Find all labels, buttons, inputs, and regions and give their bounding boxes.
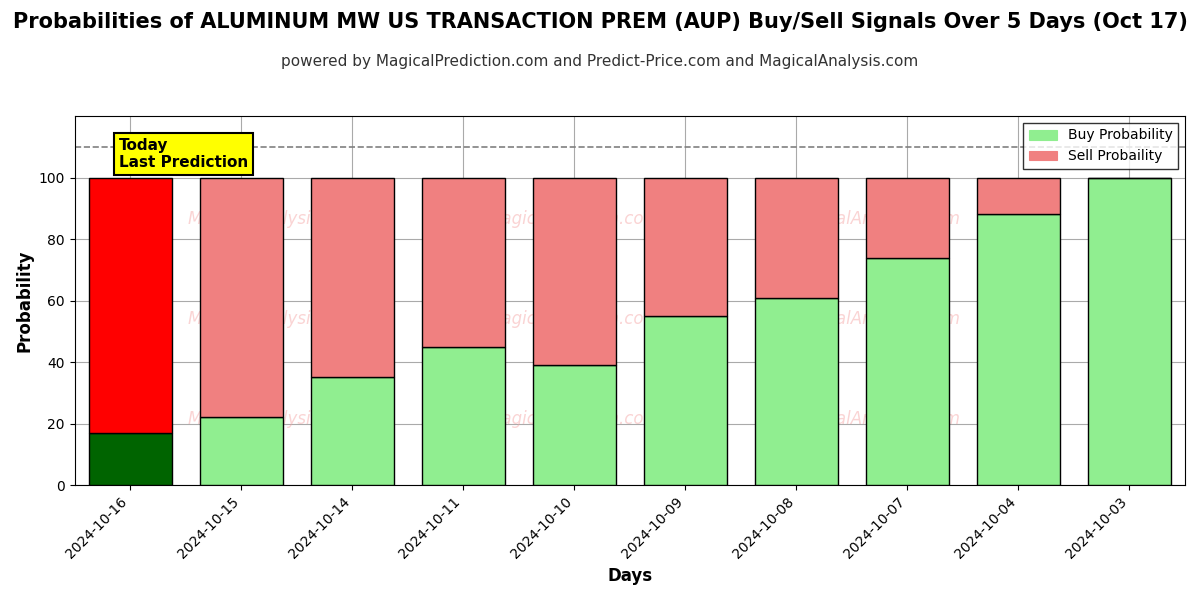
Text: MagicalAnalysis.com: MagicalAnalysis.com	[787, 310, 961, 328]
Text: MagicalAnalysis.com: MagicalAnalysis.com	[188, 410, 361, 428]
Text: MagicalAnalysis.com: MagicalAnalysis.com	[188, 211, 361, 229]
Bar	[311, 377, 394, 485]
Text: MagicPrediction.com: MagicPrediction.com	[488, 211, 661, 229]
Bar	[421, 178, 505, 347]
Bar	[89, 178, 172, 433]
Bar	[1088, 178, 1171, 485]
Bar	[311, 178, 394, 377]
Bar	[977, 178, 1060, 214]
Bar	[89, 433, 172, 485]
Bar	[421, 347, 505, 485]
Text: MagicalAnalysis.com: MagicalAnalysis.com	[787, 410, 961, 428]
X-axis label: Days: Days	[607, 567, 653, 585]
Bar	[199, 178, 283, 418]
Text: MagicPrediction.com: MagicPrediction.com	[488, 310, 661, 328]
Bar	[643, 316, 727, 485]
Bar	[865, 178, 949, 257]
Text: Today
Last Prediction: Today Last Prediction	[119, 137, 248, 170]
Bar	[755, 298, 838, 485]
Text: MagicalAnalysis.com: MagicalAnalysis.com	[787, 211, 961, 229]
Text: MagicalAnalysis.com: MagicalAnalysis.com	[188, 310, 361, 328]
Bar	[533, 365, 616, 485]
Bar	[977, 214, 1060, 485]
Bar	[755, 178, 838, 298]
Text: MagicPrediction.com: MagicPrediction.com	[488, 410, 661, 428]
Bar	[533, 178, 616, 365]
Bar	[865, 257, 949, 485]
Text: powered by MagicalPrediction.com and Predict-Price.com and MagicalAnalysis.com: powered by MagicalPrediction.com and Pre…	[281, 54, 919, 69]
Legend: Buy Probability, Sell Probaility: Buy Probability, Sell Probaility	[1024, 123, 1178, 169]
Text: Probabilities of ALUMINUM MW US TRANSACTION PREM (AUP) Buy/Sell Signals Over 5 D: Probabilities of ALUMINUM MW US TRANSACT…	[12, 12, 1188, 32]
Bar	[643, 178, 727, 316]
Y-axis label: Probability: Probability	[16, 250, 34, 352]
Bar	[199, 418, 283, 485]
